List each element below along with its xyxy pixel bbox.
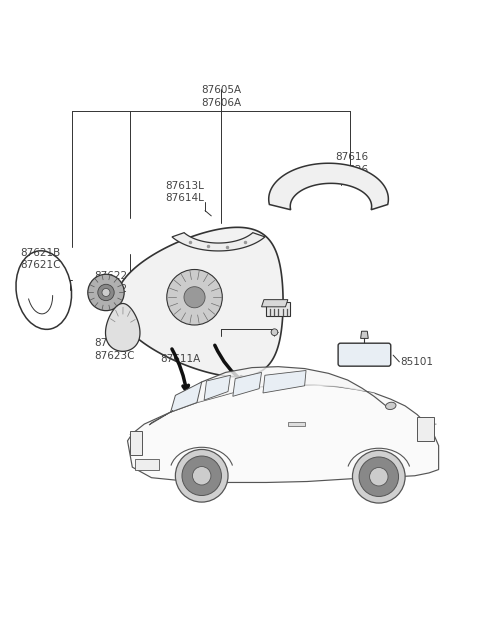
- Polygon shape: [172, 232, 265, 251]
- Polygon shape: [360, 331, 368, 338]
- Circle shape: [184, 287, 205, 308]
- Polygon shape: [266, 302, 290, 317]
- Polygon shape: [130, 431, 142, 455]
- Polygon shape: [170, 367, 386, 412]
- Text: 87613L
87614L: 87613L 87614L: [166, 181, 204, 203]
- Polygon shape: [233, 372, 262, 396]
- Polygon shape: [106, 303, 140, 351]
- Text: 87605A
87606A: 87605A 87606A: [201, 85, 241, 107]
- Polygon shape: [417, 417, 434, 441]
- Text: 87622
87612: 87622 87612: [94, 271, 127, 295]
- Circle shape: [271, 329, 278, 335]
- Circle shape: [370, 467, 388, 486]
- Ellipse shape: [385, 403, 396, 409]
- Polygon shape: [149, 411, 173, 425]
- Polygon shape: [128, 385, 439, 482]
- Circle shape: [192, 467, 211, 485]
- Polygon shape: [262, 300, 288, 307]
- Polygon shape: [135, 458, 158, 470]
- FancyBboxPatch shape: [338, 343, 391, 366]
- Text: 87613
87623C: 87613 87623C: [94, 338, 134, 361]
- Circle shape: [167, 269, 222, 325]
- Circle shape: [88, 274, 124, 311]
- Text: 85101: 85101: [400, 357, 433, 367]
- Text: 87611A: 87611A: [160, 354, 200, 364]
- Text: 87616
87626: 87616 87626: [336, 152, 369, 175]
- Polygon shape: [269, 163, 388, 210]
- Polygon shape: [263, 371, 306, 393]
- Circle shape: [102, 288, 110, 296]
- Polygon shape: [170, 382, 202, 412]
- Circle shape: [182, 456, 221, 495]
- Circle shape: [352, 450, 405, 503]
- Text: 87621B
87621C: 87621B 87621C: [20, 247, 60, 271]
- Polygon shape: [288, 421, 305, 426]
- Circle shape: [359, 457, 398, 497]
- Circle shape: [175, 450, 228, 502]
- Circle shape: [98, 284, 114, 301]
- Polygon shape: [116, 227, 283, 377]
- Polygon shape: [204, 376, 230, 400]
